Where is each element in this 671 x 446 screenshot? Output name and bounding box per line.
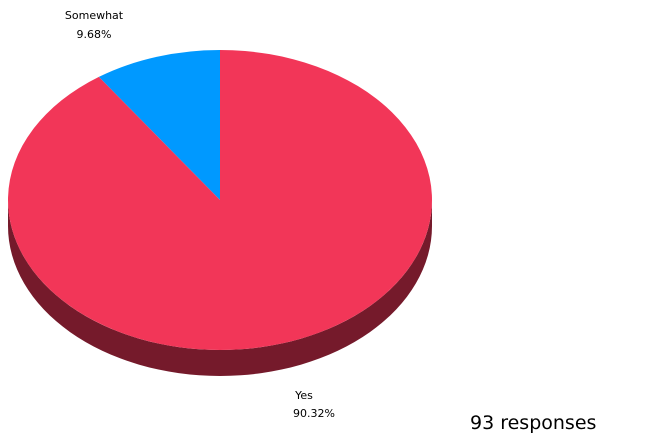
pie-side-yes <box>8 200 432 376</box>
pie-slices <box>8 50 433 350</box>
response-count: 93 responses <box>470 412 597 434</box>
pie-slice-somewhat[interactable] <box>98 50 220 200</box>
slice-label-yes-name: Yes <box>294 389 313 402</box>
slice-label-somewhat-percent: 9.68% <box>77 28 112 41</box>
slice-label-yes-percent: 90.32% <box>293 407 335 420</box>
pie-side-wall <box>8 200 432 376</box>
slice-label-somewhat-name: Somewhat <box>65 9 124 22</box>
pie-labels: Somewhat 9.68% Yes 90.32% <box>65 9 335 420</box>
pie-slice-yes[interactable] <box>8 50 433 350</box>
